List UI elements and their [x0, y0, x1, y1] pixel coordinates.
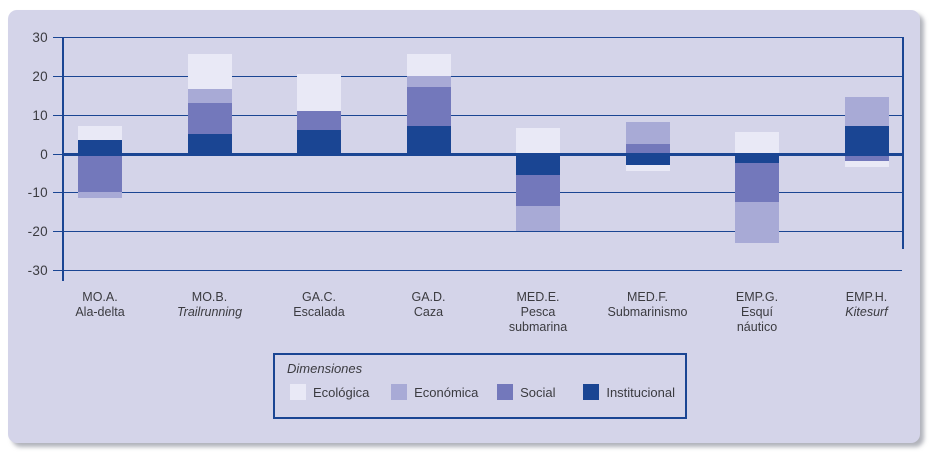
- gridline--20: [62, 231, 902, 233]
- bar-segment-mob-ecológica: [187, 54, 232, 90]
- category-label-moa: MO.A. Ala-delta: [44, 290, 156, 320]
- y-tick-20: [53, 75, 62, 77]
- legend-label: Social: [520, 384, 556, 400]
- category-name: Escalada: [293, 305, 345, 319]
- category-code: GA.D.: [411, 290, 446, 304]
- y-tick-label: -20: [27, 224, 48, 240]
- bar-segment-mede-institucional: [516, 153, 560, 175]
- category-name: Esquí: [741, 305, 773, 319]
- bar-segment-empg-económica: [735, 202, 779, 243]
- category-label-medf: MED.F. Submarinismo: [592, 290, 704, 320]
- bar-segment-gad-social: [406, 87, 451, 127]
- legend-swatch-económica: [391, 384, 408, 400]
- legend-swatch-social: [497, 384, 514, 400]
- category-name: Submarinismo: [607, 305, 688, 319]
- y-tick-label: 30: [32, 30, 48, 45]
- right-border-line: [902, 37, 904, 250]
- legend: Dimensiones Ecológica Económica Social Inst…: [273, 353, 687, 419]
- y-tick-0: [53, 153, 62, 155]
- gridline-20: [62, 75, 902, 77]
- legend-items: Ecológica Económica Social Institucional: [287, 384, 675, 400]
- legend-item-social: Social: [497, 384, 583, 400]
- y-tick--20: [53, 231, 62, 233]
- bar-segment-moa-económica: [78, 192, 122, 199]
- y-tick-label: -10: [27, 185, 48, 201]
- legend-item-institucional: Institucional: [583, 384, 675, 400]
- category-name: Trailrunning: [176, 305, 243, 319]
- category-name: náutico: [736, 320, 778, 334]
- bar-segment-gac-social: [297, 110, 341, 131]
- bar-segment-empg-social: [735, 163, 779, 203]
- category-label-gad: GA.D. Caza: [373, 290, 485, 320]
- category-label-gac: GA.C. Escalada: [263, 290, 375, 320]
- bar-segment-gad-institucional: [406, 126, 451, 154]
- category-label-empg: EMP.G. Esquí náutico: [701, 290, 813, 335]
- bar-segment-mob-social: [187, 103, 232, 135]
- bar-segment-moa-ecológica: [78, 126, 122, 140]
- legend-label: Institucional: [606, 384, 675, 400]
- y-tick--10: [53, 192, 62, 194]
- bar-segment-gac-ecológica: [297, 73, 341, 111]
- category-code: GA.C.: [301, 290, 337, 304]
- bar-segment-mede-económica: [516, 205, 560, 232]
- y-tick--30: [53, 270, 62, 271]
- bar-segment-medf-social: [625, 143, 670, 154]
- bar-segment-medf-ecológica: [625, 165, 670, 171]
- gridline--30: [62, 270, 902, 271]
- bar-segment-moa-institucional: [78, 139, 122, 154]
- category-name: submarina: [508, 320, 568, 334]
- bar-segment-mede-ecológica: [516, 128, 560, 154]
- category-code: MED.E.: [516, 290, 560, 304]
- category-name: Kitesurf: [845, 305, 888, 319]
- gridline--10: [62, 192, 902, 194]
- bar-segment-gac-institucional: [297, 130, 341, 154]
- bar-segment-emph-económica: [844, 97, 889, 127]
- legend-swatch-ecológica: [290, 384, 306, 400]
- legend-item-ecológica: Ecológica: [290, 384, 391, 400]
- category-code: EMP.G.: [735, 290, 779, 304]
- y-tick-30: [53, 37, 62, 38]
- gridline-30: [62, 37, 902, 38]
- zero-line: [62, 152, 902, 156]
- category-label-emph: EMP.H. Kitesurf: [811, 290, 923, 320]
- y-tick-label: 0: [40, 146, 48, 162]
- bar-segment-mede-social: [516, 174, 560, 206]
- category-code: MO.A.: [82, 290, 118, 304]
- category-code: MED.F.: [627, 290, 668, 304]
- y-tick-label: 20: [32, 68, 48, 84]
- category-name: Pesca: [520, 305, 556, 319]
- bar-segment-gad-ecológica: [406, 54, 451, 76]
- category-name: Caza: [413, 305, 444, 319]
- y-tick-10: [53, 114, 62, 116]
- bar-segment-emph-institucional: [844, 126, 889, 154]
- bar-segment-empg-ecológica: [735, 132, 779, 154]
- bar-segment-moa-social: [78, 153, 122, 193]
- bar-segment-medf-económica: [625, 122, 670, 144]
- category-code: MO.B.: [191, 290, 228, 304]
- category-label-mob: MO.B. Trailrunning: [154, 290, 266, 320]
- plot-area: 30 20 10 0 -10 -20 -30 MO.A. Ala-delta MO.B. Trail…: [8, 10, 920, 443]
- y-tick-label: -30: [27, 263, 48, 278]
- y-axis-line: [62, 37, 64, 281]
- legend-swatch-institucional: [583, 384, 600, 400]
- legend-label: Económica: [414, 384, 479, 400]
- bar-segment-emph-ecológica: [844, 161, 889, 168]
- bar-segment-emph-social: [844, 153, 889, 162]
- legend-title: Dimensiones: [287, 361, 363, 376]
- category-label-mede: MED.E. Pesca submarina: [482, 290, 594, 335]
- bar-segment-medf-institucional: [625, 153, 670, 166]
- category-code: EMP.H.: [845, 290, 888, 304]
- legend-label: Ecológica: [313, 384, 370, 400]
- y-tick-label: 10: [32, 107, 48, 123]
- bar-segment-gad-económica: [406, 75, 451, 88]
- chart-card: 30 20 10 0 -10 -20 -30 MO.A. Ala-delta MO.B. Trail…: [8, 10, 920, 443]
- bar-segment-mob-institucional: [187, 134, 232, 154]
- bar-segment-empg-institucional: [735, 153, 779, 164]
- category-name: Ala-delta: [75, 305, 125, 319]
- gridline-10: [62, 114, 902, 116]
- bar-segment-mob-económica: [187, 89, 232, 103]
- legend-item-económica: Económica: [391, 384, 497, 400]
